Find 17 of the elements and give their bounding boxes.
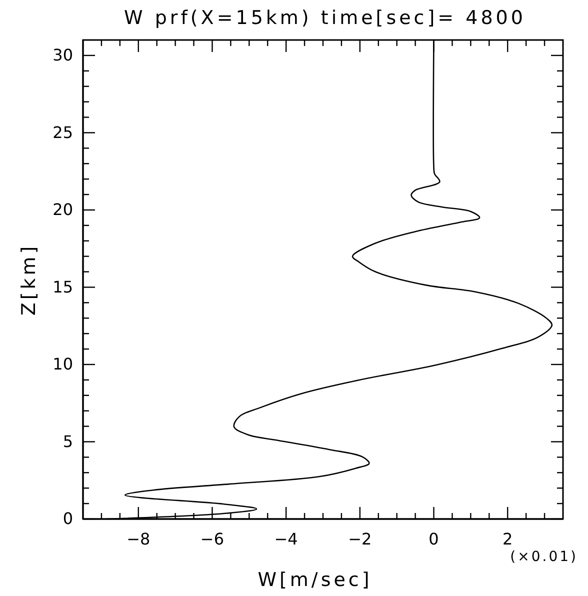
y-tick-label: 0 xyxy=(62,509,73,528)
x-tick-label: 0 xyxy=(428,529,439,548)
y-tick-label: 20 xyxy=(52,200,73,220)
x-tick-label: −2 xyxy=(348,529,372,548)
y-tick-label: 15 xyxy=(52,277,73,296)
y-tick-label: 30 xyxy=(52,46,73,65)
x-tick-label: 2 xyxy=(502,529,513,548)
x-tick-label: −6 xyxy=(200,529,224,548)
x-tick-label: −4 xyxy=(274,529,298,548)
text: (×0.01) xyxy=(510,549,578,565)
y-axis-title: Z[km] xyxy=(18,243,40,316)
chart-title: W prf(X=15km) time[sec]= 4800 xyxy=(124,7,526,29)
y-tick-label: 5 xyxy=(62,432,73,451)
y-tick-label: 25 xyxy=(52,122,73,142)
y-tick-label: 10 xyxy=(52,354,73,374)
x-tick-label: −8 xyxy=(126,529,150,548)
x-axis-title: W[m/sec] xyxy=(258,569,372,591)
